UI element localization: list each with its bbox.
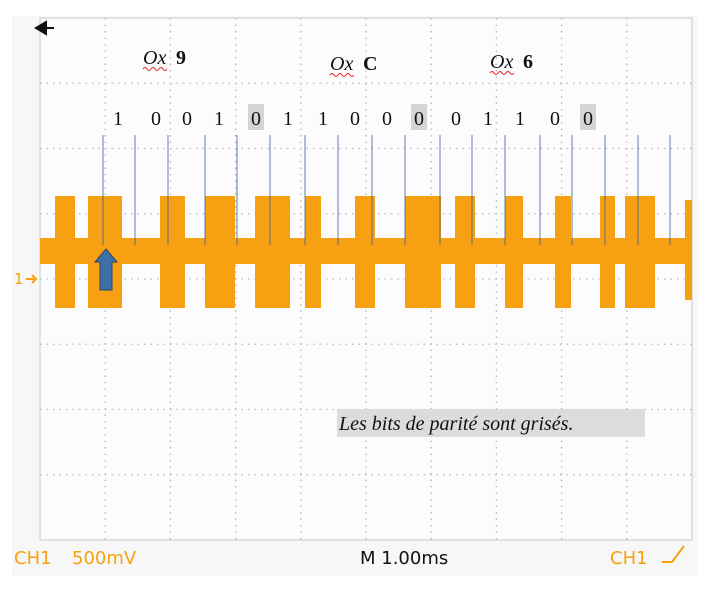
parity-highlight: [248, 104, 264, 130]
timebase: M 1.00ms: [360, 548, 448, 569]
nibble-prefix: Ox: [143, 47, 166, 69]
channel-marker-arrow: [26, 274, 38, 284]
bit-boundaries: [102, 135, 671, 245]
bit-label: 0: [182, 108, 192, 130]
nibble-labels: Ox 9 Ox C Ox 6: [142, 47, 533, 77]
bit-label: 0: [350, 108, 360, 130]
bit-label: 0: [550, 108, 560, 130]
bit-label: 0: [151, 108, 161, 130]
nibble-digit: 6: [523, 51, 533, 73]
bit-label: 1: [318, 108, 328, 130]
nibble-digit: 9: [176, 47, 186, 69]
bit-label: 0: [251, 108, 261, 130]
signal: [40, 196, 692, 308]
channel-marker: 1: [14, 270, 24, 288]
parity-highlight: [580, 104, 596, 130]
bit-label: 1: [515, 108, 525, 130]
nibble-prefix: Ox: [490, 51, 513, 73]
note-background: [337, 409, 645, 437]
start-arrow: [93, 248, 119, 291]
bit-label: 1: [283, 108, 293, 130]
trigger-slope: [662, 545, 685, 563]
bit-label: 0: [414, 108, 424, 130]
parity-highlight: [411, 104, 427, 130]
bit-label: 0: [382, 108, 392, 130]
bit-label: 0: [583, 108, 593, 130]
channel-label: CH1: [14, 548, 52, 569]
trigger-channel: CH1: [610, 548, 648, 569]
spell-underline: [489, 71, 515, 75]
spell-underline: [142, 67, 168, 71]
bit-label: 1: [113, 108, 123, 130]
bit-label: 1: [214, 108, 224, 130]
trigger-position-marker: [34, 20, 54, 36]
nibble-digit: C: [363, 53, 377, 75]
spell-underline: [329, 73, 355, 77]
bit-label: 0: [451, 108, 461, 130]
nibble-prefix: Ox: [330, 53, 353, 75]
volts-per-div: 500mV: [72, 548, 137, 569]
bit-label: 1: [483, 108, 493, 130]
note: Les bits de parité sont grisés.: [338, 413, 573, 435]
